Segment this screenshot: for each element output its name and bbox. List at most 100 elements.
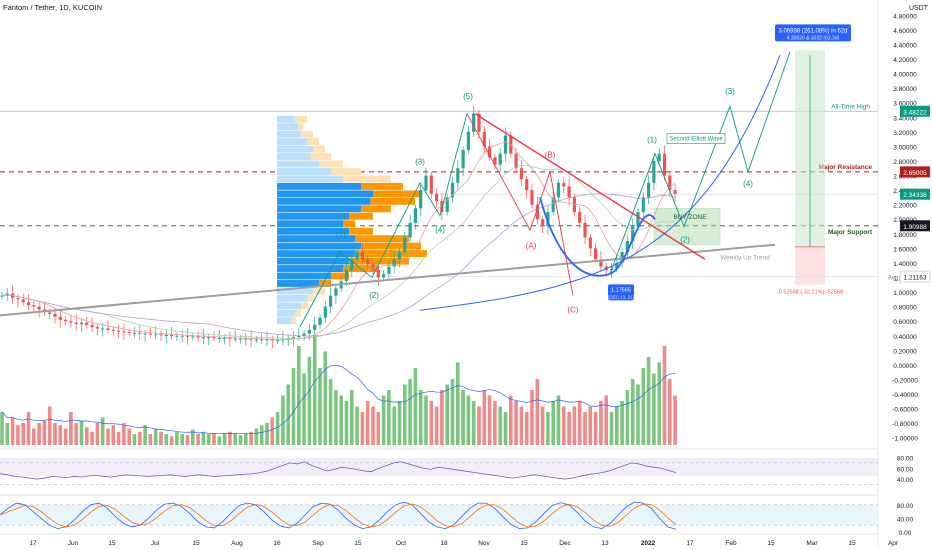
candle-body [530, 190, 534, 205]
profile-row-buy [277, 294, 307, 302]
candle-body [625, 241, 629, 252]
candle-body [228, 337, 232, 339]
volume-bar [360, 412, 365, 445]
candles [0, 105, 677, 349]
volume-bar [259, 425, 264, 445]
profile-row-sell [361, 182, 403, 190]
weekly-up-trend-label: Weekly Up Trend [720, 254, 770, 261]
candle-body [551, 197, 555, 212]
volume-bar [270, 417, 275, 445]
rsi-line [0, 461, 677, 480]
candle-body [435, 193, 439, 202]
candle-body [201, 337, 205, 339]
candle-body [641, 197, 645, 212]
candle-body [249, 338, 253, 340]
volume-bar [5, 423, 10, 445]
wave-label: (2) [680, 236, 690, 245]
volume-bar [524, 412, 529, 445]
candle-body [111, 329, 115, 331]
volume-bar [26, 412, 31, 445]
x-tick-label: Mar [806, 540, 818, 547]
y-tick-label: -0.40000 [892, 392, 918, 399]
volume-bar [244, 434, 248, 445]
profile-row-buy [277, 287, 313, 295]
volume-bar [175, 431, 179, 445]
volume-bar [599, 401, 603, 445]
price-label-box [900, 220, 930, 232]
volume-bar [318, 368, 322, 445]
profile-row-sell [349, 212, 373, 220]
candle-body [594, 248, 598, 260]
candle-body [313, 324, 317, 330]
candle-body [64, 319, 68, 322]
rsi-tick-label: 80.00 [897, 455, 914, 462]
stoch-d-line [0, 503, 677, 528]
volume-bar [503, 412, 508, 445]
volume-bar [180, 434, 184, 445]
y-tick-label: 2.20000 [893, 203, 917, 210]
volume-bar [562, 406, 566, 445]
volume-bar [630, 379, 635, 445]
candle-body [519, 168, 523, 180]
volume-bar [519, 406, 524, 445]
rsi-tick-label: 60.00 [897, 466, 914, 473]
volume-profile [277, 115, 427, 325]
candle-body [387, 266, 391, 274]
candle-body [127, 332, 131, 334]
low-callout-box [608, 284, 634, 301]
profile-row-buy [277, 309, 295, 317]
profile-row-buy [277, 235, 355, 243]
volume-bar [291, 368, 296, 445]
volume-bar [212, 432, 216, 445]
profile-row-sell [331, 168, 361, 175]
candle-body [180, 335, 184, 337]
candle-body [556, 182, 561, 198]
y-tick-label: 2.80000 [893, 159, 917, 166]
volume-bar [58, 425, 63, 445]
candle-body [525, 179, 529, 191]
y-tick-label: 1.00000 [893, 290, 917, 297]
volume-bar [371, 406, 375, 445]
volume-bar [334, 390, 338, 445]
candle-body [217, 337, 221, 339]
stop-callout-text: -0.52568 (-32.21%) -52568 [777, 290, 843, 296]
candle-body [657, 153, 661, 161]
x-tick-label: Feb [725, 540, 737, 547]
y-tick-label: 1.80000 [893, 232, 917, 239]
y-tick-label: 0.40000 [893, 334, 917, 341]
buy-zone-label: BUY ZONE [673, 214, 707, 221]
candle-body [514, 153, 518, 169]
volume-bar [498, 406, 502, 445]
volume-bar [418, 390, 423, 445]
x-tick-label: 15 [192, 540, 200, 547]
profile-row-sell [361, 242, 421, 250]
profile-row-buy [277, 190, 373, 198]
low-callout-value: 1.17565 [611, 287, 631, 293]
candle-body [281, 339, 285, 341]
volume-bar [429, 401, 434, 445]
volume-bar [556, 395, 561, 445]
stoch-tick-label: 40.00 [897, 516, 914, 523]
candle-body [424, 175, 428, 191]
volume-bars [0, 335, 677, 445]
candle-body [74, 322, 78, 325]
volume-bar [403, 384, 407, 445]
candle-body [652, 160, 656, 183]
volume-bar [233, 434, 237, 445]
y-tick-label: -0.20000 [892, 377, 918, 384]
profile-row-sell [313, 145, 325, 153]
price-label-text: 1.21163 [903, 275, 926, 282]
volume-bar [21, 423, 25, 445]
profile-row-sell [349, 227, 373, 235]
candle-body [270, 339, 274, 341]
rsi-tick-label: 40.00 [897, 477, 914, 484]
candle-body [620, 251, 624, 263]
volume-bar [445, 384, 449, 445]
candle-body [408, 222, 412, 238]
candle-body [456, 168, 460, 183]
candle-body [567, 186, 571, 198]
y-tick-label: -0.60000 [892, 407, 918, 414]
x-tick-label: 15 [108, 540, 116, 547]
